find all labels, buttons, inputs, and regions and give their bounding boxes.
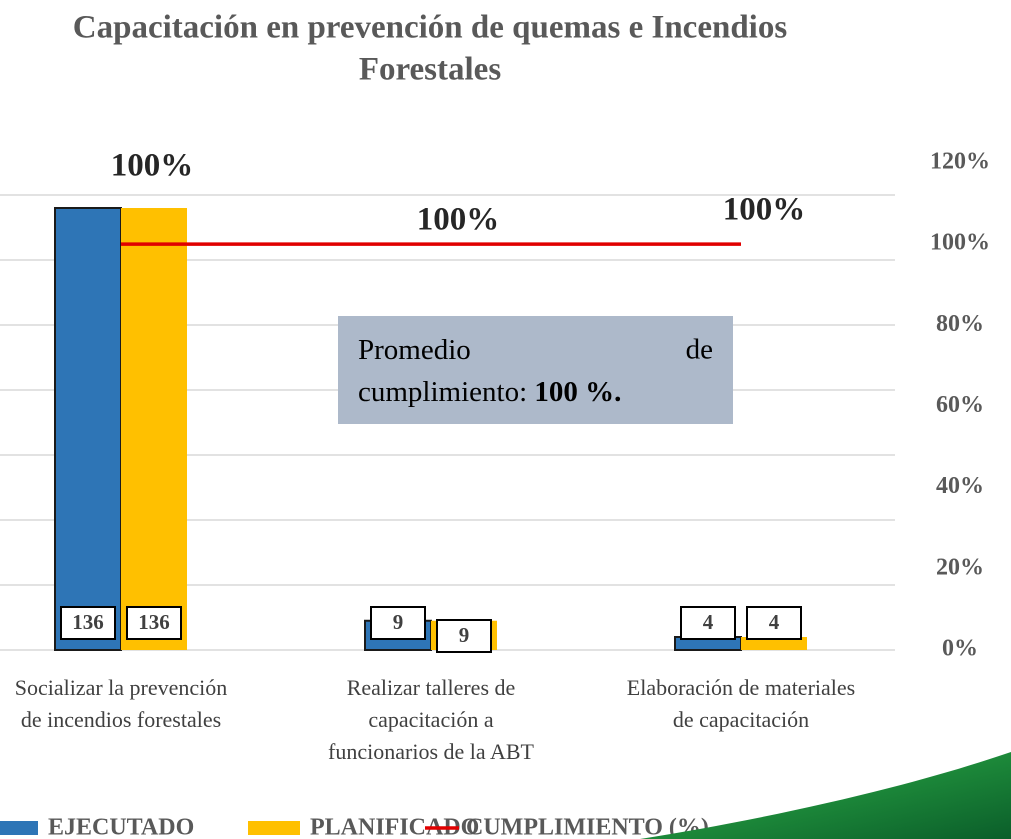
y2-tick-label: 20% bbox=[936, 554, 984, 580]
line-data-label: 100% bbox=[111, 148, 194, 184]
bar bbox=[121, 208, 187, 650]
annotation-line: Promedio bbox=[358, 334, 471, 366]
data-label-box bbox=[60, 606, 116, 640]
plot: 0% 20% 40% 60% 80% 100% 120% Socializar la prev… bbox=[0, 148, 990, 764]
data-label: 4 bbox=[703, 610, 714, 634]
y2-tick-label: 60% bbox=[936, 392, 984, 418]
data-label: 136 bbox=[138, 610, 170, 634]
data-label-box bbox=[126, 606, 182, 640]
annotation-box bbox=[338, 316, 733, 424]
y2-tick-label: 120% bbox=[930, 149, 990, 175]
y2-tick-label: 100% bbox=[930, 230, 990, 256]
data-label-box bbox=[436, 619, 492, 653]
y2-tick-label: 0% bbox=[942, 636, 978, 662]
x-tick-label: Realizar talleres de capacitación a funcio… bbox=[328, 675, 534, 764]
line-data-label: 100% bbox=[417, 202, 500, 238]
x-tick-label: Elaboración de materiales de capacitación bbox=[627, 675, 855, 732]
data-label: 9 bbox=[459, 623, 470, 647]
bar bbox=[54, 207, 122, 651]
data-label: 9 bbox=[393, 610, 404, 634]
chart-title: Forestales bbox=[359, 52, 502, 88]
annotation-bold: 100 %. bbox=[534, 376, 621, 408]
data-label: 4 bbox=[769, 610, 780, 634]
data-label-box bbox=[746, 606, 802, 640]
y2-tick-label: 40% bbox=[936, 473, 984, 499]
annotation-word: de bbox=[686, 334, 713, 366]
y2-tick-label: 80% bbox=[936, 311, 984, 337]
data-label-box bbox=[680, 606, 736, 640]
decoration bbox=[640, 752, 1011, 839]
data-label: 136 bbox=[72, 610, 104, 634]
line-data-label: 100% bbox=[723, 192, 806, 228]
annotation-line: cumplimiento: 100 %. bbox=[358, 376, 621, 408]
bar bbox=[741, 637, 807, 650]
legend-swatch bbox=[248, 821, 300, 835]
chart-title: Capacitación en prevención de quemas e I… bbox=[73, 10, 788, 46]
x-tick-label: Socializar la prevención de incendios for… bbox=[15, 675, 228, 732]
data-label-box bbox=[370, 606, 426, 640]
legend-swatch bbox=[0, 821, 38, 835]
legend-label: EJECUTADO bbox=[48, 815, 194, 839]
